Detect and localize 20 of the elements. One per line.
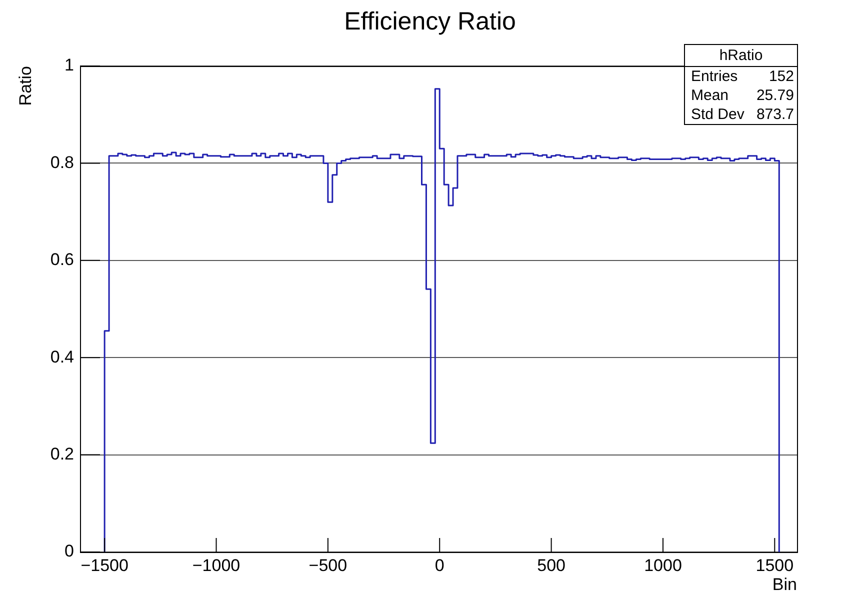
- y-tick-label: 0.2: [50, 444, 74, 464]
- x-tick-label: 1000: [644, 556, 682, 575]
- text: Mean 25.79: [691, 87, 794, 104]
- text: Entries 152: [691, 68, 794, 85]
- y-tick-label: 0: [64, 542, 74, 561]
- y-tick-label: 1: [64, 56, 74, 75]
- x-tick-label: 500: [537, 556, 566, 575]
- y-tick-label: 0.6: [50, 250, 74, 270]
- y-tick-label: 0.8: [50, 152, 74, 172]
- x-tick-label: −1000: [192, 556, 240, 575]
- x-tick-label: 0: [434, 556, 444, 575]
- x-axis-title: Bin: [772, 575, 797, 594]
- y-tick-label: 0.4: [50, 347, 74, 366]
- x-tick-label: −1500: [80, 556, 128, 575]
- x-tick-label: −500: [308, 556, 348, 575]
- annotation: Std Dev 873.7: [691, 106, 794, 123]
- x-tick-label: 1500: [756, 556, 794, 575]
- text: hRatio: [685, 45, 797, 67]
- chart-title: Efficiency Ratio: [344, 7, 516, 36]
- y-axis-title: Ratio: [16, 66, 36, 106]
